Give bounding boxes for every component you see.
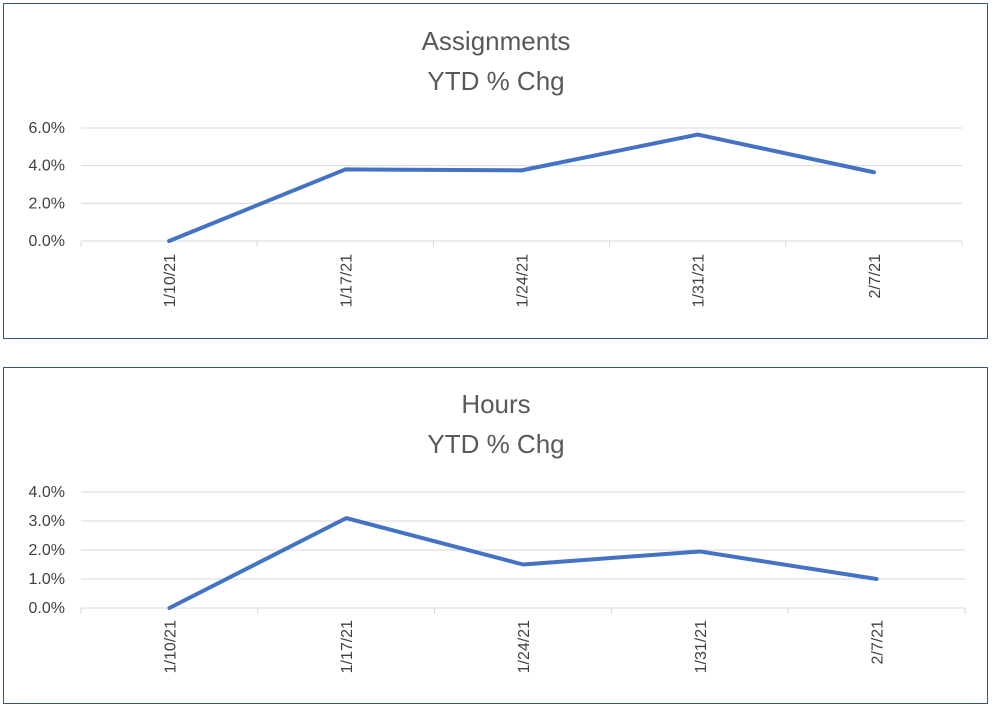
x-tick-label: 1/31/21 [693,620,710,673]
y-tick-label: 2.0% [29,542,65,559]
chart-title-line-1: Hours [461,389,530,419]
y-tick-label: 2.0% [29,195,65,212]
y-tick-label: 0.0% [29,233,65,250]
x-tick-label: 1/10/21 [162,620,179,673]
y-tick-label: 6.0% [29,120,65,137]
series-line [167,132,876,243]
x-tick-label: 2/7/21 [870,620,887,665]
y-tick-label: 1.0% [29,571,65,588]
x-tick-label: 1/10/21 [162,254,179,307]
y-tick-label: 4.0% [29,158,65,175]
x-tick-label: 1/31/21 [691,254,708,307]
assignments-chart-panel: Assignments YTD % Chg 0.0% 2.0% 4.0% 6.0% 1… [3,3,988,339]
y-tick-label: 3.0% [29,513,65,530]
y-tick-label: 0.0% [29,600,65,617]
chart-title-line-2: YTD % Chg [427,66,564,96]
hours-chart: Hours YTD % Chg 0.0% 1.0% 2.0% 3.0% 4.0% 1/1… [29,389,966,673]
hours-chart-panel: Hours YTD % Chg 0.0% 1.0% 2.0% 3.0% 4.0% 1/1… [3,367,988,704]
assignments-chart: Assignments YTD % Chg 0.0% 2.0% 4.0% 6.0% 1… [29,26,963,307]
chart-title-line-2: YTD % Chg [427,429,564,459]
x-tick-label: 1/24/21 [516,620,533,673]
series-line [167,516,879,610]
x-tick-label: 1/17/21 [338,254,355,307]
y-tick-label: 4.0% [29,484,65,501]
x-tick-label: 1/17/21 [339,620,356,673]
x-tick-label: 2/7/21 [867,254,884,299]
x-tick-label: 1/24/21 [515,254,532,307]
chart-title-line-1: Assignments [422,26,571,56]
